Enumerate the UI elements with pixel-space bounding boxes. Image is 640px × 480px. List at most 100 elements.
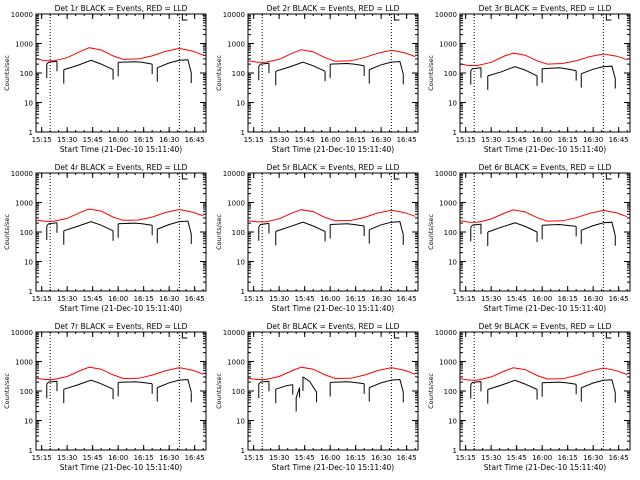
y-tick-label: 10 xyxy=(24,418,33,426)
x-tick-label: 16:15 xyxy=(346,295,366,303)
panel-title: Det 6r BLACK = Events, RED = LLD xyxy=(479,163,612,172)
plot-frame xyxy=(247,331,419,451)
x-tick-label: 15:15 xyxy=(456,454,476,462)
series-events-segment-3 xyxy=(295,387,301,398)
series-events-segment-6 xyxy=(369,378,404,393)
panel-title: Det 3r BLACK = Events, RED = LLD xyxy=(479,4,612,13)
x-tick-label: 15:30 xyxy=(57,295,77,303)
series-events-segment-1 xyxy=(46,380,58,385)
detector-panel-4: 1 10 100 1000 10000 15:15 15:30 15:45 16:00 16:15… xyxy=(3,163,207,313)
y-tick-label: 10 xyxy=(236,418,245,426)
x-tick-label: 16:15 xyxy=(558,295,578,303)
series-events-segment-3 xyxy=(118,222,153,226)
x-tick-label: 15:15 xyxy=(32,136,52,144)
y-tick-label: 1 xyxy=(453,288,457,296)
x-tick-label: 16:00 xyxy=(532,454,552,462)
x-tick-label: 15:15 xyxy=(456,136,476,144)
y-tick-label: 1 xyxy=(453,447,457,455)
series-events-segment-4 xyxy=(581,379,616,393)
interval-bracket xyxy=(605,14,612,21)
detector-panel-7: 1 10 100 1000 10000 15:15 15:30 15:45 16:00 16:15… xyxy=(3,322,207,472)
x-tick-label: 15:45 xyxy=(295,136,315,144)
interval-bracket xyxy=(181,332,188,339)
y-axis-label: Counts/sec xyxy=(215,373,223,409)
series-events-segment-2 xyxy=(275,221,326,232)
interval-bracket xyxy=(181,173,188,180)
x-tick-label: 16:30 xyxy=(159,136,179,144)
y-axis-label: Counts/sec xyxy=(427,214,435,250)
x-tick-label: 16:45 xyxy=(397,136,417,144)
y-tick-label: 10000 xyxy=(435,329,457,337)
y-tick-label: 100 xyxy=(232,229,245,237)
y-axis-label: Counts/sec xyxy=(3,373,11,409)
y-tick-label: 10000 xyxy=(11,170,33,178)
x-axis-label: Start Time (21-Dec-10 15:11:40) xyxy=(484,304,606,313)
x-axis-label: Start Time (21-Dec-10 15:11:40) xyxy=(484,145,606,154)
series-events-segment-2 xyxy=(63,379,114,390)
series-events-segment-4 xyxy=(581,221,616,236)
series-events-segment-2 xyxy=(487,379,538,390)
panel-title: Det 8r BLACK = Events, RED = LLD xyxy=(267,322,400,331)
detector-panel-2: 1 10 100 1000 10000 15:15 15:30 15:45 16:00 16:15… xyxy=(215,4,419,154)
y-tick-label: 10 xyxy=(24,259,33,267)
y-tick-label: 1000 xyxy=(439,359,457,367)
plot-frame xyxy=(35,13,207,133)
series-events-segment-4 xyxy=(369,221,404,236)
y-tick-label: 10 xyxy=(448,259,457,267)
interval-bracket xyxy=(393,173,400,180)
y-tick-label: 1000 xyxy=(439,200,457,208)
series-lld-segment-1 xyxy=(36,208,204,222)
x-tick-label: 16:45 xyxy=(185,454,205,462)
series-events-segment-1 xyxy=(258,62,270,67)
x-tick-label: 16:15 xyxy=(134,454,154,462)
y-tick-label: 100 xyxy=(444,388,457,396)
series-events-segment-4 xyxy=(581,65,616,79)
interval-bracket xyxy=(181,14,188,21)
x-tick-label: 15:30 xyxy=(269,295,289,303)
x-tick-label: 16:15 xyxy=(134,295,154,303)
y-axis-label: Counts/sec xyxy=(215,214,223,250)
x-tick-label: 16:00 xyxy=(108,454,128,462)
x-tick-label: 16:45 xyxy=(609,454,629,462)
x-tick-label: 16:00 xyxy=(532,136,552,144)
y-tick-label: 1 xyxy=(241,288,245,296)
y-tick-label: 100 xyxy=(20,70,33,78)
plot-frame xyxy=(35,331,207,451)
panel-title: Det 4r BLACK = Events, RED = LLD xyxy=(55,163,188,172)
series-events-segment-1 xyxy=(258,222,270,228)
y-axis-label: Counts/sec xyxy=(427,373,435,409)
x-tick-label: 15:15 xyxy=(32,295,52,303)
y-tick-label: 10000 xyxy=(11,11,33,19)
y-tick-label: 10 xyxy=(448,100,457,108)
series-lld-segment-1 xyxy=(248,366,416,380)
panel-title: Det 9r BLACK = Events, RED = LLD xyxy=(479,322,612,331)
x-tick-label: 15:30 xyxy=(269,454,289,462)
detector-panel-6: 1 10 100 1000 10000 15:15 15:30 15:45 16:00 16:15… xyxy=(427,163,631,313)
plot-frame xyxy=(459,172,631,292)
y-tick-label: 100 xyxy=(444,70,457,78)
series-lld-segment-1 xyxy=(36,366,204,380)
x-tick-label: 15:45 xyxy=(83,136,103,144)
series-events-segment-3 xyxy=(542,67,577,72)
y-axis-label: Counts/sec xyxy=(3,214,11,250)
x-axis-label: Start Time (21-Dec-10 15:11:40) xyxy=(272,304,394,313)
plot-frame xyxy=(247,172,419,292)
series-events-segment-4 xyxy=(157,378,192,393)
x-tick-label: 16:00 xyxy=(532,295,552,303)
x-tick-label: 16:00 xyxy=(320,454,340,462)
series-events-segment-3 xyxy=(542,381,577,385)
series-events-segment-4 xyxy=(157,220,192,235)
x-axis-label: Start Time (21-Dec-10 15:11:40) xyxy=(60,304,182,313)
y-tick-label: 10 xyxy=(236,100,245,108)
y-tick-label: 10000 xyxy=(435,11,457,19)
x-tick-label: 16:30 xyxy=(583,295,603,303)
x-tick-label: 16:15 xyxy=(134,136,154,144)
x-tick-label: 16:45 xyxy=(397,454,417,462)
x-axis-label: Start Time (21-Dec-10 15:11:40) xyxy=(272,145,394,154)
y-tick-label: 10 xyxy=(236,259,245,267)
series-events-segment-5 xyxy=(330,381,365,385)
y-tick-label: 1000 xyxy=(227,359,245,367)
series-events-segment-3 xyxy=(542,223,577,227)
x-tick-label: 16:00 xyxy=(108,136,128,144)
y-tick-label: 1 xyxy=(29,447,33,455)
